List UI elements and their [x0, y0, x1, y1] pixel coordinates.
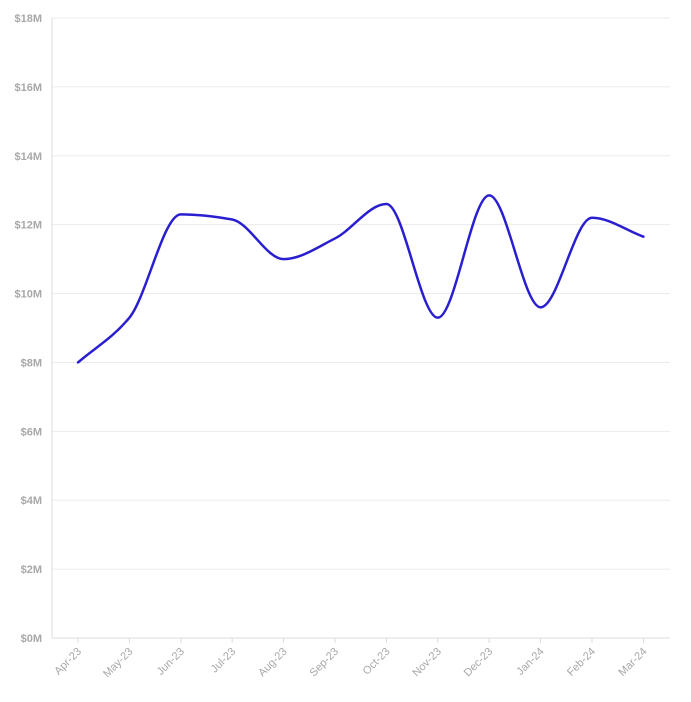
x-tick-label: Apr-23 [52, 646, 84, 678]
x-axis-tick-labels: Apr-23 May-23 Jun-23 Jul-23 Aug-23 Sep-23 Oct-… [52, 646, 649, 680]
y-tick-label: $12M [14, 220, 42, 232]
y-axis-tick-labels: $0M $2M $4M $6M $8M $10M $12M $14M $16M $18M [14, 13, 42, 645]
y-tick-label: $8M [21, 357, 42, 369]
x-tick-label: May-23 [101, 646, 135, 680]
y-tick-label: $0M [21, 633, 42, 645]
x-tick-label: Jun-23 [155, 646, 187, 678]
x-tick-label: Oct-23 [361, 646, 393, 678]
series-line-0 [76, 194, 645, 364]
y-tick-label: $4M [21, 495, 42, 507]
x-tick-label: Nov-23 [410, 646, 444, 680]
x-tick-label: Jul-23 [209, 646, 239, 676]
axes [51, 18, 670, 643]
x-tick-label: Jan-24 [514, 646, 546, 678]
y-tick-label: $16M [14, 82, 42, 94]
x-tick-label: Feb-24 [565, 646, 598, 679]
y-tick-label: $6M [21, 426, 42, 438]
series-lines [76, 194, 645, 364]
x-tick-label: Aug-23 [256, 646, 290, 680]
y-tick-label: $2M [21, 564, 42, 576]
x-tick-label: Dec-23 [462, 646, 496, 680]
y-tick-label: $18M [14, 13, 42, 25]
y-tick-label: $10M [14, 289, 42, 301]
x-tick-label: Sep-23 [308, 646, 342, 680]
x-tick-label: Mar-24 [616, 646, 649, 679]
gridlines [52, 17, 670, 570]
y-tick-label: $14M [14, 151, 42, 163]
